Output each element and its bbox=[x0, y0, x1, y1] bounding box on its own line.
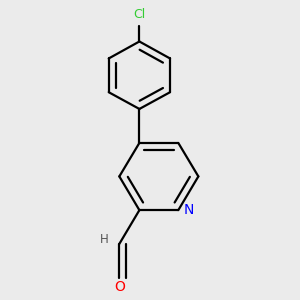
Text: O: O bbox=[114, 280, 125, 294]
Text: H: H bbox=[100, 233, 108, 246]
Text: N: N bbox=[184, 203, 194, 217]
Text: Cl: Cl bbox=[133, 8, 145, 21]
